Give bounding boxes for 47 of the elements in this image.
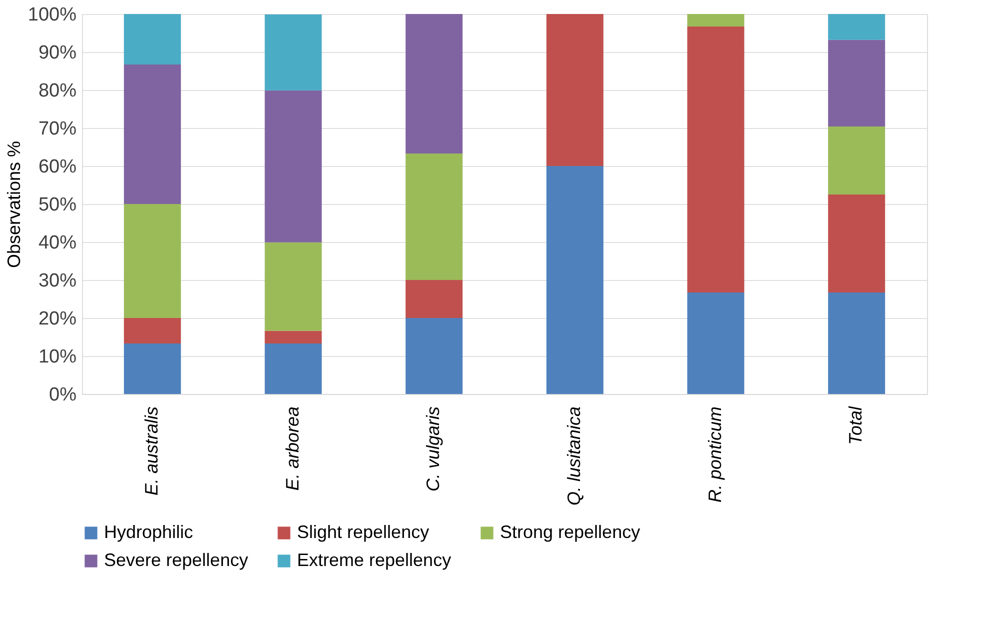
y-tick-label: 60% [38, 156, 77, 178]
bar [406, 280, 463, 318]
y-tick-label: 100% [28, 4, 77, 26]
y-tick-label: 20% [38, 308, 77, 330]
bar [828, 40, 886, 126]
y-tick-label: 40% [38, 232, 77, 254]
x-tick-label: Total [846, 406, 866, 445]
bar [828, 194, 886, 293]
bar [264, 343, 322, 394]
bar [264, 330, 322, 344]
x-tick-label: R. ponticum [704, 406, 725, 503]
bar [124, 343, 181, 394]
y-tick-label: 10% [38, 346, 77, 368]
bar [264, 14, 322, 90]
bar [264, 90, 322, 242]
bar [124, 204, 181, 318]
y-tick-label: 50% [38, 194, 77, 216]
bar [546, 14, 604, 166]
x-tick-label: E. australis [141, 406, 162, 496]
bar [406, 318, 463, 394]
y-tick-label: 30% [38, 270, 77, 292]
x-tick-label: C. vulgaris [423, 406, 444, 492]
y-tick-label: 70% [38, 118, 77, 140]
y-tick-label: 80% [38, 80, 77, 102]
bar [124, 318, 181, 344]
x-tick-label: Q. lusitanica [564, 406, 584, 506]
y-tick-label: 90% [38, 42, 77, 64]
legend-label: Extreme repellency [297, 550, 452, 570]
bar [124, 64, 181, 204]
bar [264, 242, 322, 331]
bar [828, 126, 886, 194]
y-tick-label: 0% [49, 384, 77, 406]
legend-label: Strong repellency [500, 522, 640, 542]
bar [687, 26, 744, 293]
bar [406, 14, 463, 154]
legend-label: Severe repellency [104, 550, 248, 570]
bar [124, 14, 181, 65]
y-axis-title: Observations % [4, 140, 24, 268]
bar [687, 14, 744, 27]
x-tick-label: E. arborea [282, 406, 302, 491]
bar [828, 14, 886, 40]
bar [687, 292, 744, 394]
bar [828, 292, 886, 394]
legend-label: Slight repellency [297, 522, 430, 542]
bar [406, 153, 463, 280]
bar [546, 166, 604, 394]
legend-label: Hydrophilic [104, 522, 194, 542]
